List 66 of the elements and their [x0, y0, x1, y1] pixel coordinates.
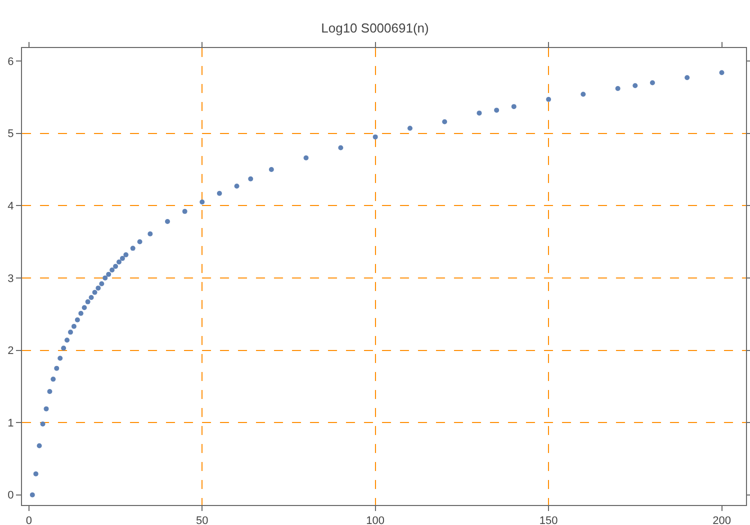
point [102, 275, 108, 280]
point [106, 272, 112, 277]
point [407, 126, 412, 131]
point [92, 290, 98, 295]
point [82, 305, 87, 310]
y-tick-label: 2 [8, 345, 14, 358]
point [248, 176, 254, 182]
point [30, 492, 35, 498]
point [632, 83, 638, 88]
x-tick-label: 0 [26, 515, 32, 525]
point [137, 239, 142, 244]
point [684, 75, 690, 80]
x-tick-label: 50 [196, 515, 208, 525]
point [33, 471, 38, 476]
point [130, 246, 136, 251]
point [442, 119, 448, 124]
point [40, 422, 46, 427]
point [116, 260, 122, 265]
point [50, 376, 56, 382]
x-tick-label: 100 [366, 515, 385, 525]
point [476, 110, 482, 116]
x-tick-label: 200 [712, 515, 731, 525]
point [99, 281, 104, 286]
point [71, 324, 76, 329]
point [36, 443, 42, 448]
point [304, 155, 309, 160]
point [494, 108, 500, 113]
point [580, 92, 586, 97]
y-tick-label: 1 [8, 417, 14, 430]
point [511, 104, 516, 110]
point [338, 145, 344, 150]
point [650, 80, 655, 86]
point [96, 286, 101, 291]
point [615, 86, 620, 91]
point [200, 200, 205, 205]
y-tick-label: 0 [8, 490, 14, 502]
point [58, 356, 63, 361]
point [546, 96, 552, 102]
point [123, 252, 128, 258]
point [268, 166, 274, 172]
point [148, 231, 153, 236]
chart-title: Log10 S000691(n) [321, 20, 429, 36]
y-tick-label: 4 [8, 200, 14, 212]
x-tick-label: 150 [539, 515, 558, 525]
y-tick-label: 6 [8, 56, 14, 68]
point [85, 299, 90, 304]
point [164, 219, 170, 224]
point [234, 184, 240, 189]
point [182, 208, 188, 214]
point [74, 317, 80, 322]
point [64, 338, 70, 343]
y-tick-label: 5 [8, 128, 14, 140]
point [68, 330, 73, 335]
point [719, 70, 724, 76]
y-tick-label: 3 [8, 272, 14, 285]
point [120, 256, 125, 261]
point [216, 190, 222, 196]
point [61, 346, 66, 351]
point [54, 366, 60, 371]
point [78, 310, 84, 316]
point [88, 294, 94, 300]
point [44, 406, 49, 412]
point [47, 388, 52, 394]
point [110, 267, 115, 272]
point [113, 264, 118, 269]
point [372, 134, 378, 140]
